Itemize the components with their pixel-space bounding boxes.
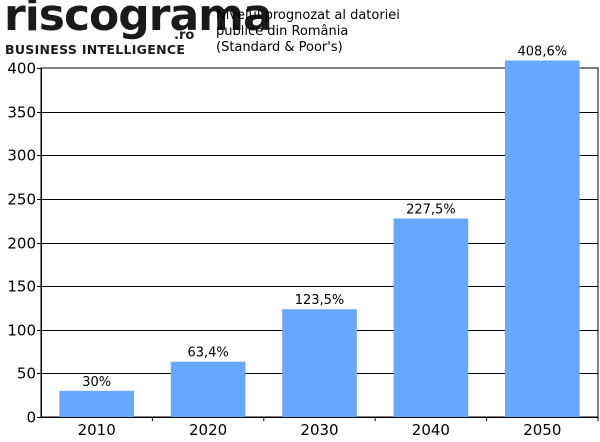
y-tick-label: 250 — [7, 191, 36, 209]
riscograma-logo: riscograma .ro BUSINESS INTELLIGENCE — [4, 0, 273, 62]
y-tick-label: 50 — [17, 365, 36, 383]
chart-title: Nivelul prognozat al datoriei publice di… — [216, 8, 400, 56]
y-tick-label: 300 — [7, 147, 36, 165]
x-tick-label: 2010 — [78, 421, 116, 439]
data-label: 227,5% — [406, 203, 456, 218]
bar — [170, 361, 246, 417]
data-label: 408,6% — [518, 44, 568, 59]
bar — [393, 218, 469, 417]
x-tick-label: 2040 — [412, 421, 450, 439]
y-tick-label: 200 — [7, 235, 36, 253]
y-tick-label: 0 — [26, 409, 36, 427]
x-tick-label: 2050 — [523, 421, 561, 439]
y-tick-label: 400 — [7, 60, 36, 78]
chart-title-line-3: (Standard & Poor's) — [216, 40, 343, 55]
bar — [282, 309, 357, 417]
logo-domain: .ro — [174, 28, 195, 43]
chart-title-line-1: Nivelul prognozat al datoriei — [216, 8, 400, 23]
bar — [504, 60, 580, 418]
data-label: 30% — [82, 375, 111, 390]
data-label: 63,4% — [187, 346, 228, 361]
y-tick-label: 350 — [7, 104, 36, 122]
y-tick-label: 150 — [7, 278, 36, 296]
x-tick-label: 2020 — [189, 421, 227, 439]
y-tick-label: 100 — [7, 322, 36, 340]
data-label: 123,5% — [295, 293, 345, 308]
x-tick-label: 2030 — [300, 421, 338, 439]
bar — [59, 390, 135, 417]
logo-tagline: BUSINESS INTELLIGENCE — [5, 42, 186, 57]
chart-title-line-2: publice din România — [216, 24, 349, 39]
logo-wordmark: riscograma — [4, 0, 273, 41]
